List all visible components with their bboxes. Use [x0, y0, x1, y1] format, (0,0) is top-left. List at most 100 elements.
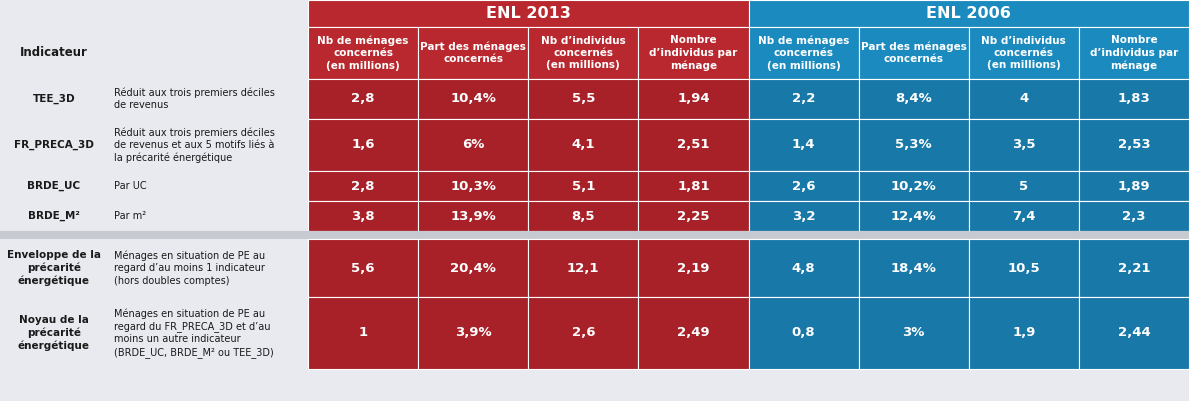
Text: 10,3%: 10,3% — [451, 180, 496, 192]
Bar — [0, 297, 108, 369]
Bar — [858, 171, 969, 201]
Text: 5,6: 5,6 — [351, 261, 375, 275]
Bar — [1078, 171, 1189, 201]
Text: 2,19: 2,19 — [678, 261, 710, 275]
Text: 1,89: 1,89 — [1118, 180, 1150, 192]
Bar — [858, 79, 969, 119]
Text: 10,4%: 10,4% — [451, 93, 496, 105]
Bar — [528, 239, 638, 297]
Bar — [1078, 119, 1189, 171]
Text: 2,49: 2,49 — [677, 326, 710, 340]
Text: 12,4%: 12,4% — [891, 209, 937, 223]
Bar — [858, 239, 969, 297]
Text: Noyau de la
précarité
énergétique: Noyau de la précarité énergétique — [18, 315, 90, 351]
Bar — [749, 297, 858, 369]
Text: 5,3%: 5,3% — [895, 138, 932, 152]
Bar — [419, 297, 528, 369]
Text: 1,4: 1,4 — [792, 138, 816, 152]
Text: Ménages en situation de PE au
regard du FR_PRECA_3D et d’au
moins un autre indic: Ménages en situation de PE au regard du … — [114, 308, 273, 358]
Text: 8,4%: 8,4% — [895, 93, 932, 105]
Bar — [749, 27, 858, 79]
Bar — [0, 201, 108, 231]
Bar — [308, 79, 419, 119]
Bar — [969, 201, 1078, 231]
Bar — [308, 0, 749, 27]
Bar — [308, 297, 419, 369]
Bar — [528, 297, 638, 369]
Bar — [1078, 79, 1189, 119]
Text: 3,2: 3,2 — [792, 209, 816, 223]
Bar — [1078, 297, 1189, 369]
Text: 2,53: 2,53 — [1118, 138, 1150, 152]
Text: 12,1: 12,1 — [567, 261, 599, 275]
Text: Nb de ménages
concernés
(en millions): Nb de ménages concernés (en millions) — [317, 35, 409, 71]
Bar — [858, 297, 969, 369]
Text: 2,21: 2,21 — [1118, 261, 1150, 275]
Bar — [749, 171, 858, 201]
Bar — [308, 119, 419, 171]
Bar — [419, 27, 528, 79]
Text: Nb d’individus
concernés
(en millions): Nb d’individus concernés (en millions) — [541, 36, 625, 71]
Bar — [0, 239, 108, 297]
Bar — [969, 297, 1078, 369]
Bar — [419, 201, 528, 231]
Bar — [308, 201, 419, 231]
Text: 1,83: 1,83 — [1118, 93, 1150, 105]
Bar — [638, 239, 749, 297]
Text: 2,8: 2,8 — [351, 93, 375, 105]
Bar — [108, 297, 308, 369]
Bar — [0, 171, 108, 201]
Bar — [749, 119, 858, 171]
Text: 4,1: 4,1 — [572, 138, 594, 152]
Bar — [528, 79, 638, 119]
Text: 2,51: 2,51 — [678, 138, 710, 152]
Bar — [528, 201, 638, 231]
Text: 2,8: 2,8 — [351, 180, 375, 192]
Text: 5: 5 — [1019, 180, 1028, 192]
Text: 4,8: 4,8 — [792, 261, 816, 275]
Text: Réduit aux trois premiers déciles
de revenus et aux 5 motifs liés à
la précarité: Réduit aux trois premiers déciles de rev… — [114, 127, 275, 163]
Text: 1,9: 1,9 — [1012, 326, 1036, 340]
Text: 13,9%: 13,9% — [451, 209, 496, 223]
Bar — [108, 79, 308, 119]
Bar — [1078, 27, 1189, 79]
Bar — [0, 27, 108, 79]
Text: 3,8: 3,8 — [351, 209, 375, 223]
Bar — [858, 119, 969, 171]
Text: Part des ménages
concernés: Part des ménages concernés — [861, 42, 967, 65]
Text: Part des ménages
concernés: Part des ménages concernés — [420, 42, 526, 65]
Text: 2,6: 2,6 — [572, 326, 594, 340]
Text: 2,44: 2,44 — [1118, 326, 1150, 340]
Bar — [528, 119, 638, 171]
Text: ENL 2006: ENL 2006 — [926, 6, 1011, 21]
Text: 18,4%: 18,4% — [891, 261, 937, 275]
Text: 5,1: 5,1 — [572, 180, 594, 192]
Bar — [749, 79, 858, 119]
Text: 3,5: 3,5 — [1012, 138, 1036, 152]
Text: BRDE_M²: BRDE_M² — [29, 211, 80, 221]
Text: Nombre
d’individus par
ménage: Nombre d’individus par ménage — [1090, 35, 1178, 71]
Bar — [1078, 239, 1189, 297]
Bar — [308, 27, 419, 79]
Bar — [638, 119, 749, 171]
Text: 2,6: 2,6 — [792, 180, 816, 192]
Text: Indicateur: Indicateur — [20, 47, 88, 59]
Text: 2,3: 2,3 — [1122, 209, 1146, 223]
Bar — [969, 119, 1078, 171]
Bar — [638, 27, 749, 79]
Text: 20,4%: 20,4% — [451, 261, 496, 275]
Bar — [108, 239, 308, 297]
Bar — [0, 231, 1189, 239]
Bar — [419, 239, 528, 297]
Bar — [108, 171, 308, 201]
Bar — [1078, 201, 1189, 231]
Text: 1,94: 1,94 — [677, 93, 710, 105]
Bar — [638, 201, 749, 231]
Bar — [638, 171, 749, 201]
Text: 3,9%: 3,9% — [455, 326, 491, 340]
Text: 5,5: 5,5 — [572, 93, 594, 105]
Text: BRDE_UC: BRDE_UC — [27, 181, 81, 191]
Text: 2,25: 2,25 — [678, 209, 710, 223]
Text: 10,5: 10,5 — [1007, 261, 1040, 275]
Bar — [858, 201, 969, 231]
